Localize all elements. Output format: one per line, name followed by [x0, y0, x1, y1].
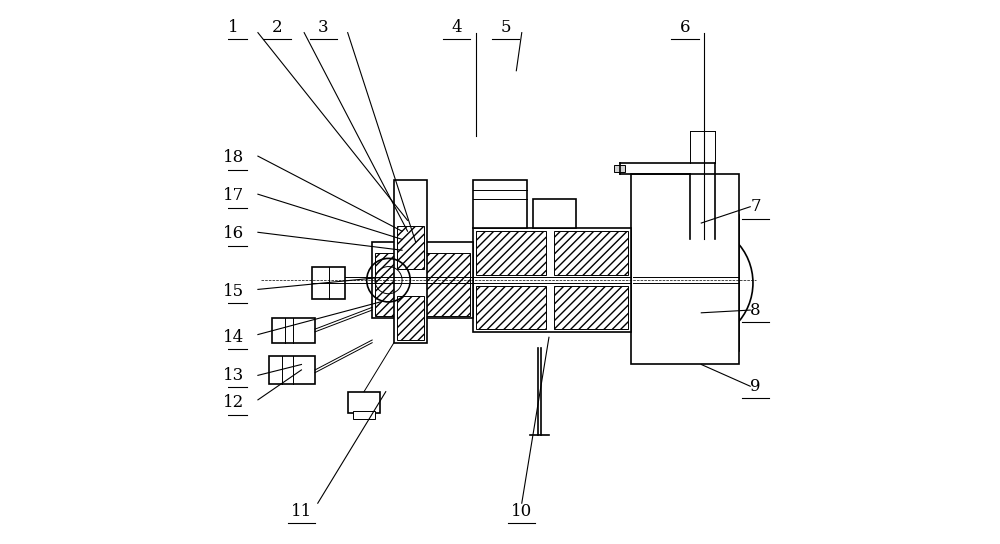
Text: 9: 9 — [750, 378, 761, 395]
Bar — [643, 287, 672, 336]
Text: 6: 6 — [680, 18, 690, 36]
Bar — [372, 242, 473, 318]
Bar — [636, 288, 690, 348]
Bar — [312, 267, 345, 299]
Bar — [476, 231, 546, 275]
Bar — [631, 174, 739, 364]
Bar — [614, 165, 625, 172]
Bar — [636, 218, 690, 277]
Bar — [554, 286, 628, 329]
Bar — [473, 228, 631, 332]
Bar — [375, 283, 418, 316]
Bar — [663, 332, 685, 351]
Text: 5: 5 — [500, 18, 511, 36]
Text: 17: 17 — [223, 187, 244, 205]
Bar — [643, 230, 672, 279]
Bar — [375, 253, 418, 283]
Text: 3: 3 — [318, 18, 329, 36]
Text: 15: 15 — [223, 282, 244, 300]
Text: 12: 12 — [223, 394, 244, 411]
Bar — [663, 218, 685, 234]
Bar — [272, 318, 315, 343]
Bar — [394, 180, 427, 343]
Bar — [473, 180, 527, 228]
Bar — [424, 253, 470, 283]
Bar — [554, 231, 628, 275]
Text: 7: 7 — [750, 198, 761, 215]
Text: 14: 14 — [223, 329, 244, 346]
Bar — [353, 411, 375, 419]
Text: 2: 2 — [272, 18, 282, 36]
Text: 1: 1 — [228, 18, 239, 36]
Bar — [348, 392, 380, 413]
Bar — [641, 228, 674, 337]
Text: 11: 11 — [291, 503, 312, 520]
Text: 10: 10 — [511, 503, 532, 520]
Text: 4: 4 — [451, 18, 462, 36]
Text: 13: 13 — [223, 367, 244, 384]
Bar — [633, 215, 739, 351]
Bar — [476, 286, 546, 329]
Text: 8: 8 — [750, 301, 761, 319]
Bar — [397, 226, 424, 269]
Text: 18: 18 — [223, 149, 244, 166]
Text: 16: 16 — [223, 225, 244, 243]
Bar — [424, 283, 470, 316]
Bar — [269, 356, 315, 384]
Bar — [397, 296, 424, 340]
Bar — [533, 199, 576, 228]
